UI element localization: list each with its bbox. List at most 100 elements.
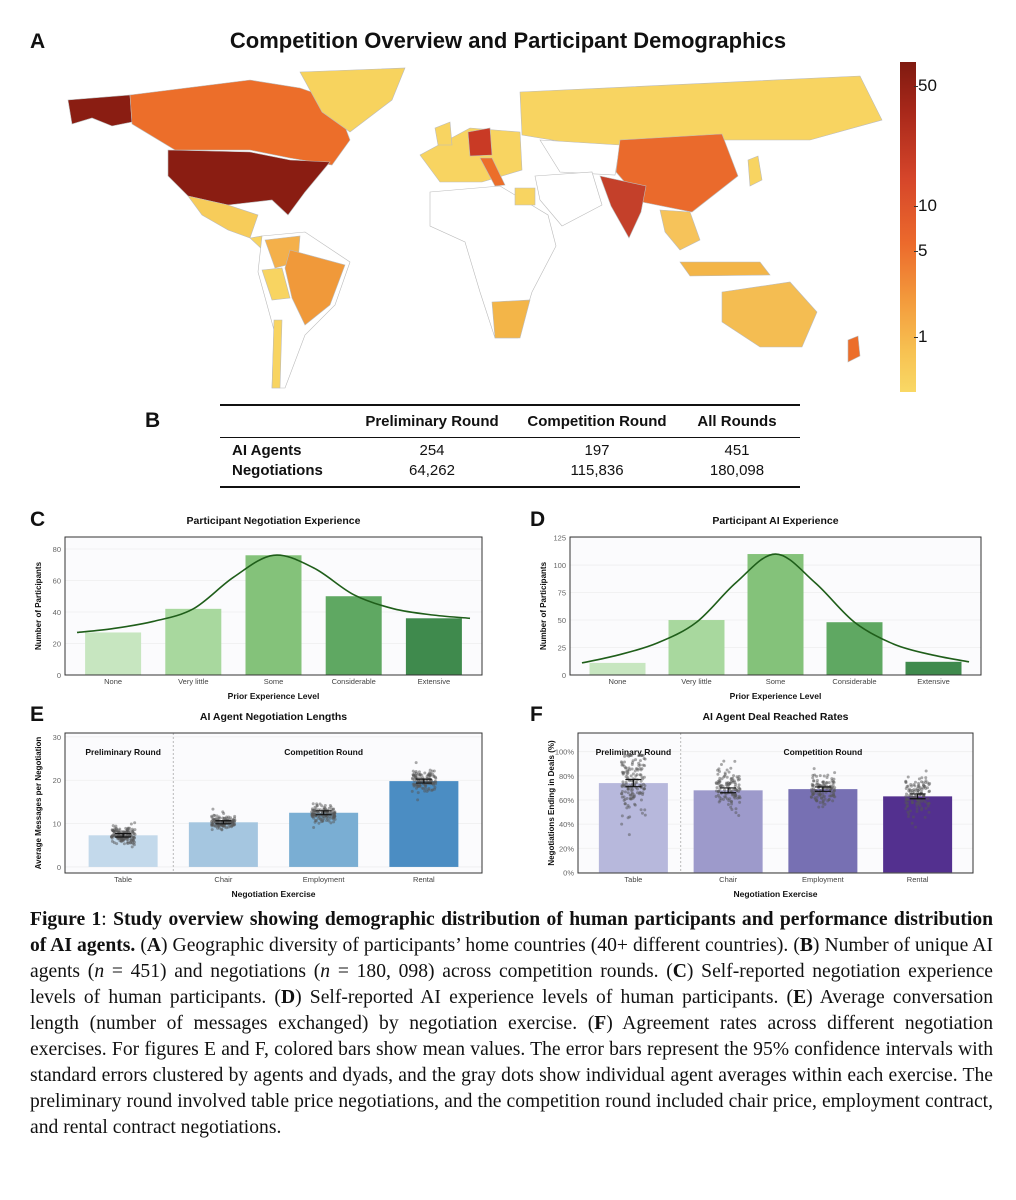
table-cell: 254 [419,442,445,459]
map-region-central-asia [539,139,621,176]
agent-dot [627,833,631,837]
agent-dot [620,822,624,826]
agent-dot [427,788,431,792]
agent-dot [726,802,730,806]
agent-dot [312,825,316,829]
x-tick-label: Employment [802,875,845,884]
agent-dot [221,816,225,820]
map-region-greenland [299,67,406,133]
map-region-alaska [67,94,133,127]
agent-dot [629,774,633,778]
agent-dot [627,766,631,770]
agent-dot [636,768,640,772]
y-tick-label: 0 [57,671,61,680]
agent-dot [911,801,915,805]
agent-dot [640,811,644,815]
agent-dot [730,807,734,811]
agent-dot [329,821,333,825]
agent-dot [914,825,918,829]
agent-dot [810,784,814,788]
y-tick-label: 60 [53,576,61,585]
agent-dot [431,781,435,785]
agent-dot [906,798,910,802]
agent-dot [225,826,229,830]
agent-dot [320,811,324,815]
agent-dot [622,771,626,775]
agent-dot [907,794,911,798]
caption-segment: A [146,935,161,956]
agent-dot [111,824,115,828]
agent-dot [410,789,414,793]
agent-dot [642,775,646,779]
agent-dot [633,780,637,784]
map-region-usa [167,149,331,216]
x-tick-label: None [609,677,627,686]
agent-dot [831,783,835,787]
table-row: Negotiations 64,262 115,836 180,098 [220,461,800,481]
x-tick-label: Some [766,677,786,686]
agent-dot [639,798,643,802]
agent-dot [823,797,827,801]
figure-title: Competition Overview and Participant Dem… [229,28,787,53]
x-tick-label: Very little [178,677,208,686]
agent-dot [643,757,647,761]
agent-dot [923,800,927,804]
chart-title: AI Agent Deal Reached Rates [702,711,848,723]
agent-dot [213,823,217,827]
agent-dot [717,767,721,771]
chart-title: Participant Negotiation Experience [187,515,361,527]
agent-dot [922,783,926,787]
y-tick-label: 25 [558,644,566,653]
agent-dot [723,773,727,777]
agent-dot [641,763,645,767]
agent-dot [422,787,426,791]
bar-none [85,632,142,675]
agent-dot [812,767,816,771]
agent-dot [915,807,919,811]
agent-dot [733,796,737,800]
x-tick-label: Chair [214,875,232,884]
x-axis-label: Negotiation Exercise [231,889,315,899]
agent-dot [818,774,822,778]
agent-dot [622,783,626,787]
table-cell: 197 [584,442,610,459]
caption-segment: = 451) and negotiations ( [104,961,321,982]
agent-dot [825,781,829,785]
caption-segment: ) Number of unique AI agents ( [30,935,993,982]
agent-dot [112,841,116,845]
agent-dot [118,827,122,831]
y-tick-label: 100 [553,561,566,570]
agent-dot [125,829,129,833]
agent-dot [623,790,627,794]
agent-dot [729,766,733,770]
agent-dot [915,801,919,805]
agent-dot [734,782,738,786]
caption-segment: ) Geographic diversity of participants’ … [161,935,800,956]
agent-dot [913,780,917,784]
agent-dot [130,845,134,849]
agent-dot [637,753,641,757]
agent-dot [730,793,734,797]
agent-dot [640,767,644,771]
table-header: Competition Round [527,413,667,430]
agent-dot [734,807,738,811]
agent-dot [642,787,646,791]
agent-dot [920,776,924,780]
agent-dot [313,820,317,824]
agent-dot [904,801,908,805]
bar-extensive [405,618,462,675]
agent-dot [428,774,432,778]
x-tick-label: Extensive [917,677,950,686]
panel-label-d: D [530,508,546,531]
y-tick-label: 0 [57,863,61,872]
agent-dot [414,774,418,778]
y-axis-label: Number of Participants [539,561,548,650]
agent-dot [620,814,624,818]
agent-dot [115,842,119,846]
agent-dot [724,781,728,785]
agent-dot [633,769,637,773]
agent-dot [831,799,835,803]
colorbar-tick: 1 [913,327,928,346]
agent-dot [128,829,132,833]
agent-dot [416,776,420,780]
